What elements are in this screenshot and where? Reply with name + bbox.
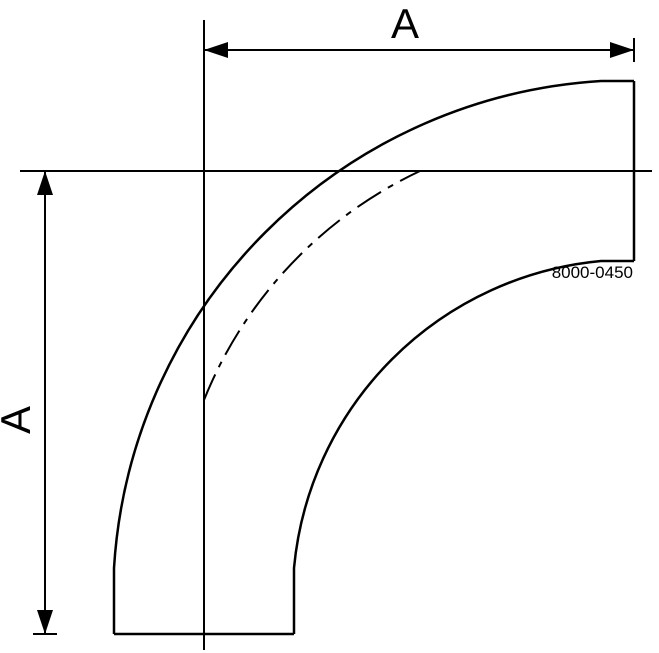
dimension-left-label: A [0, 406, 39, 434]
centerline-arc [204, 171, 420, 400]
dimension-top: A [204, 0, 634, 62]
elbow-outer-outline [114, 81, 634, 634]
part-number: 8000-0450 [552, 263, 633, 282]
dimension-top-label: A [391, 0, 419, 47]
elbow-diagram: A A 8000-0450 [0, 0, 659, 653]
dimension-left: A [0, 171, 57, 634]
